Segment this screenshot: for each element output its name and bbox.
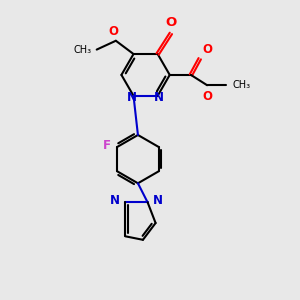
Text: N: N — [154, 91, 164, 104]
Text: O: O — [203, 90, 213, 103]
Text: N: N — [153, 194, 163, 207]
Text: CH₃: CH₃ — [73, 45, 92, 55]
Text: O: O — [165, 16, 176, 29]
Text: N: N — [110, 194, 120, 207]
Text: F: F — [103, 139, 110, 152]
Text: O: O — [202, 44, 212, 56]
Text: O: O — [109, 25, 118, 38]
Text: N: N — [127, 91, 137, 104]
Text: CH₃: CH₃ — [232, 80, 250, 90]
